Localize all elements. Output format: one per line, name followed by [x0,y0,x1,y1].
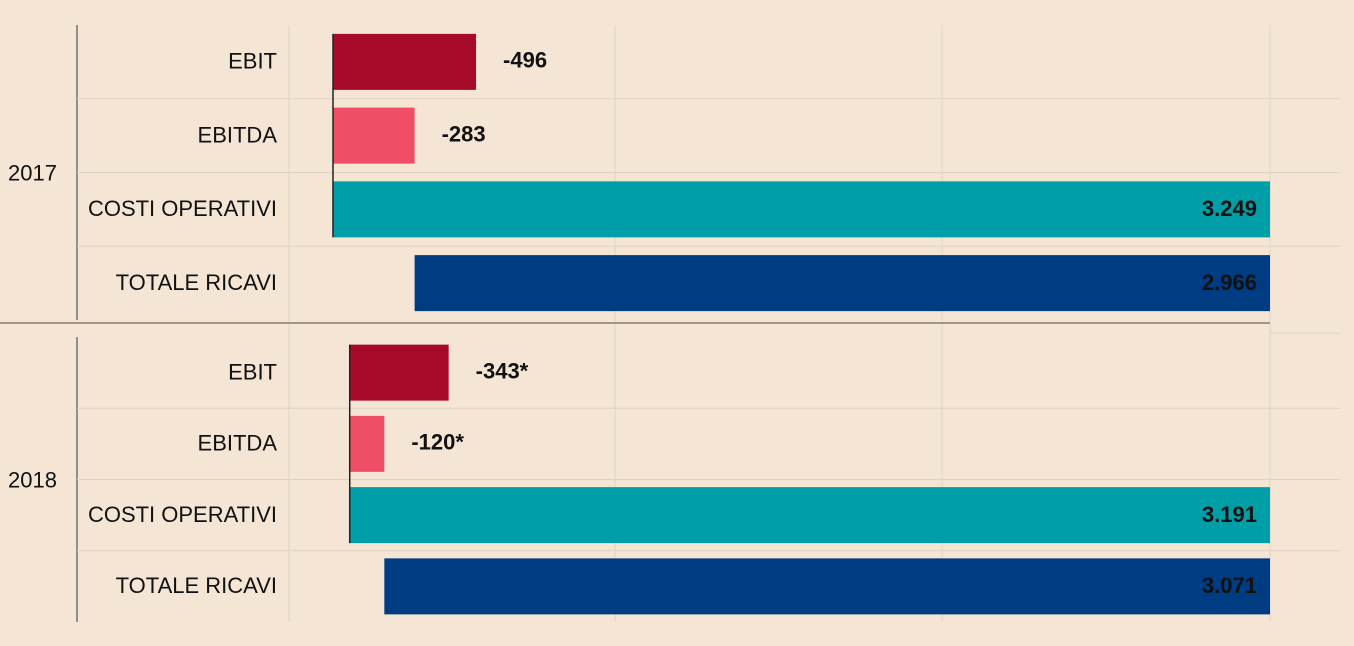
category-label: EBITDA [198,122,278,147]
value-label: -120* [411,430,464,455]
category-label: EBITDA [198,431,278,456]
category-label: TOTALE RICAVI [116,573,277,598]
bar [333,181,1270,238]
value-label: 3.249 [1202,196,1257,221]
group-label: 2018 [8,467,57,492]
bar [349,487,1270,544]
category-label: COSTI OPERATIVI [88,196,277,221]
bar [333,107,415,164]
category-label: EBIT [228,49,277,74]
value-label: 2.966 [1202,270,1257,295]
value-label: -343* [476,358,529,383]
category-label: TOTALE RICAVI [116,270,277,295]
value-label: -283 [442,121,486,146]
category-label: EBIT [228,359,277,384]
value-label: 3.071 [1202,573,1257,598]
bar [384,558,1270,615]
category-label: COSTI OPERATIVI [88,502,277,527]
group-label: 2017 [8,160,57,185]
bar [414,255,1270,312]
bar [349,415,385,472]
value-label: -496 [503,48,547,73]
bar [349,344,449,401]
bar [333,33,477,90]
value-label: 3.191 [1202,502,1257,527]
